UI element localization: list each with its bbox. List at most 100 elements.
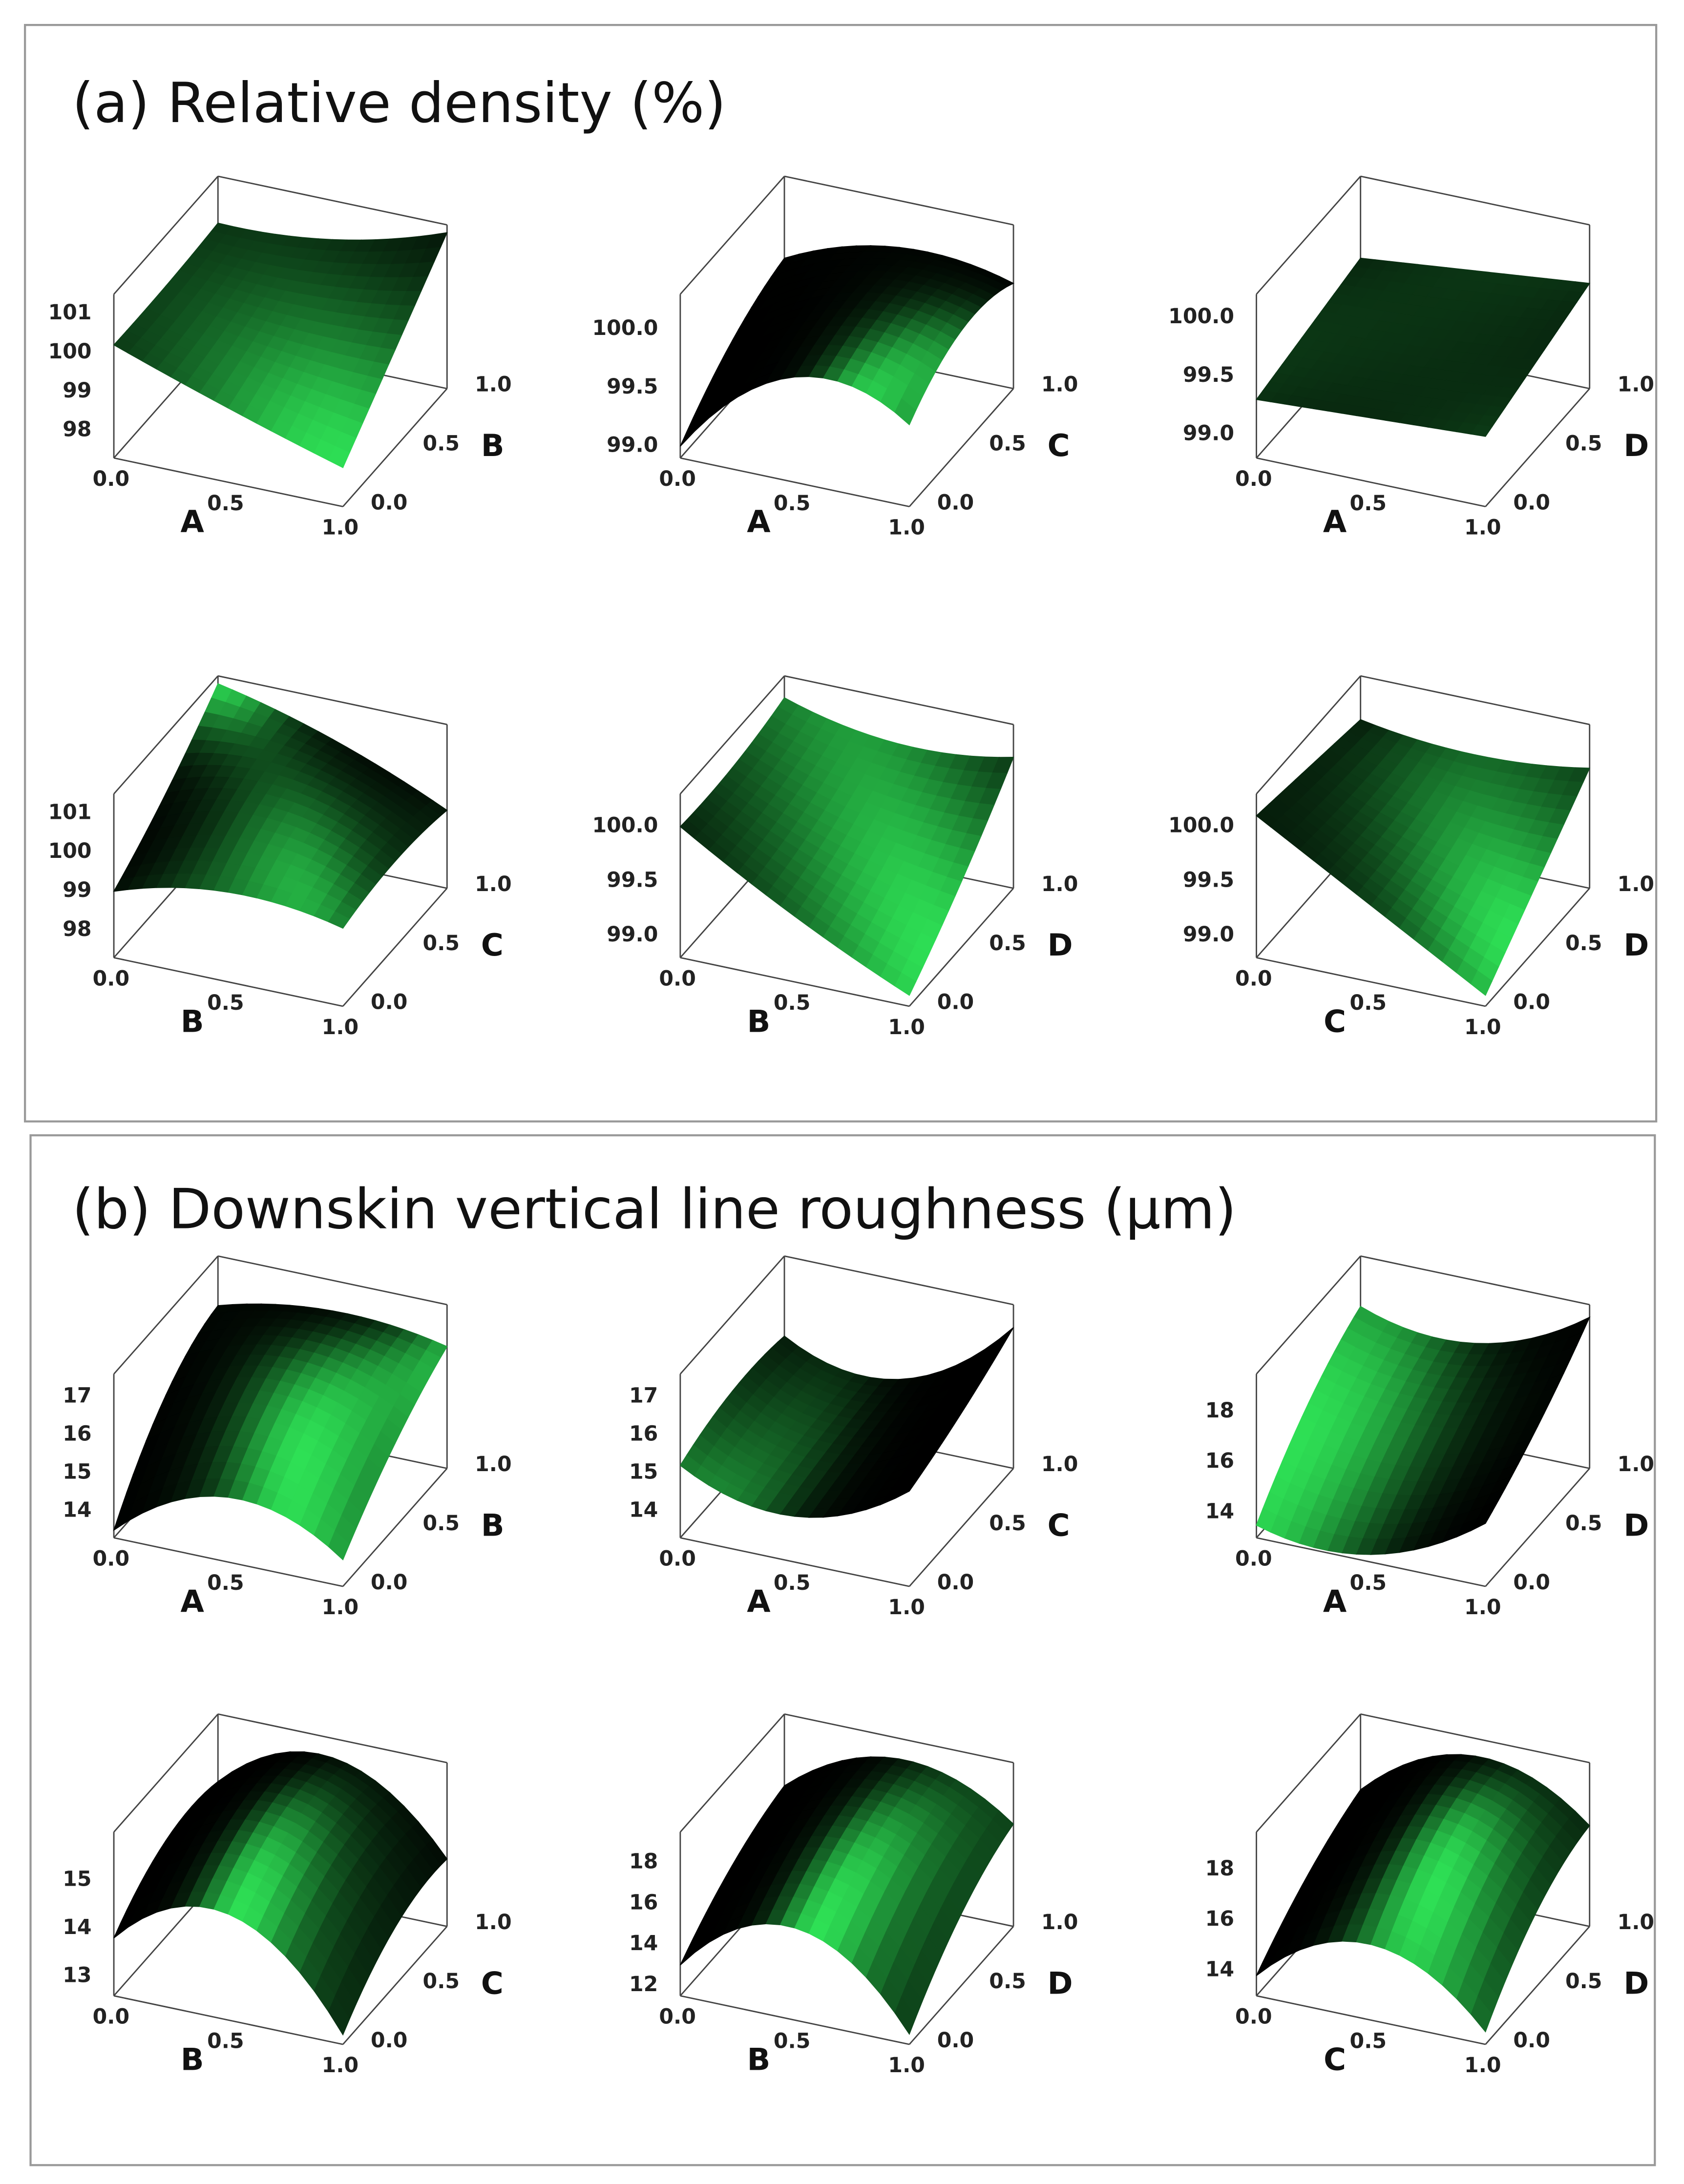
y-tick-label: 1.0 — [1618, 373, 1655, 397]
x-axis-label: A — [747, 1584, 771, 1620]
y-axis-label: D — [1623, 1965, 1649, 2001]
z-tick-label: 99.0 — [607, 922, 658, 947]
x-axis-label: A — [1323, 1584, 1347, 1620]
surface-plot: 0.0 0.5 1.0 0.0 0.5 1.0 99.0 99.5 100.0 B D — [592, 675, 1078, 1040]
y-tick-label: 0.0 — [371, 2028, 408, 2053]
x-tick-label: 0.5 — [774, 2029, 811, 2053]
box-edge — [1256, 1255, 1361, 1375]
y-axis-label: D — [1048, 1965, 1073, 2001]
x-tick-label: 0.5 — [207, 991, 244, 1015]
y-tick-label: 0.0 — [937, 2028, 974, 2053]
z-tick-label: 15 — [63, 1459, 91, 1484]
x-tick-label: 1.0 — [1464, 1015, 1501, 1040]
y-tick-label: 1.0 — [475, 872, 512, 896]
box-edge — [1360, 675, 1590, 726]
surface-plot: 0.0 0.5 1.0 0.0 0.5 1.0 14 15 16 17 A B — [63, 1255, 512, 1620]
z-tick-label: 16 — [1205, 1449, 1234, 1473]
y-tick-label: 0.0 — [371, 490, 408, 515]
surface-facet — [894, 972, 917, 996]
y-tick-label: 0.0 — [371, 1570, 408, 1595]
box-edge — [113, 1537, 343, 1587]
y-axis-label: C — [481, 1965, 504, 2001]
x-axis-label: A — [181, 504, 205, 540]
x-axis-label: B — [747, 2042, 771, 2078]
y-tick-label: 0.5 — [989, 931, 1026, 956]
box-edge — [1360, 1713, 1590, 1764]
x-tick-label: 0.5 — [1350, 491, 1387, 516]
surface-facet — [680, 417, 702, 447]
z-tick-label: 13 — [63, 1963, 91, 1988]
y-tick-label: 0.5 — [423, 1511, 460, 1536]
x-tick-label: 0.5 — [207, 1571, 244, 1595]
x-tick-label: 0.0 — [1235, 966, 1272, 991]
z-tick-label: 100.0 — [592, 316, 658, 340]
y-tick-label: 0.5 — [423, 432, 460, 456]
z-tick-label: 14 — [629, 1498, 658, 1522]
box-edge — [1256, 176, 1361, 295]
box-edge — [680, 1995, 910, 2045]
surface-facet — [1470, 1511, 1493, 1532]
z-tick-label: 98 — [63, 917, 91, 941]
y-tick-label: 0.5 — [989, 432, 1026, 456]
x-tick-label: 1.0 — [888, 516, 925, 540]
y-tick-label: 0.0 — [1513, 1570, 1550, 1595]
surface-plot: 0.0 0.5 1.0 0.0 0.5 1.0 14 15 16 17 A C — [629, 1255, 1078, 1620]
x-tick-label: 0.5 — [774, 991, 811, 1015]
z-tick-label: 99.5 — [1183, 868, 1234, 892]
z-tick-label: 99.0 — [1183, 922, 1234, 947]
y-tick-label: 1.0 — [475, 1452, 512, 1477]
y-axis-label: D — [1623, 927, 1649, 963]
surface-facet — [328, 1996, 350, 2036]
z-tick-label: 100 — [48, 839, 92, 863]
surface-facet — [894, 1481, 916, 1499]
box-edge — [1256, 1713, 1361, 1833]
y-tick-label: 1.0 — [1041, 872, 1078, 896]
x-tick-label: 1.0 — [322, 2053, 359, 2078]
box-edge — [113, 1255, 219, 1375]
z-tick-label: 14 — [1205, 1957, 1234, 1981]
box-edge — [1256, 957, 1486, 1007]
box-edge — [113, 675, 219, 794]
x-tick-label: 0.0 — [93, 966, 130, 991]
z-tick-label: 16 — [63, 1421, 91, 1446]
z-tick-label: 17 — [63, 1383, 91, 1408]
surface-facet — [328, 1530, 350, 1560]
x-tick-label: 1.0 — [1464, 2053, 1501, 2078]
y-tick-label: 0.0 — [1513, 490, 1550, 515]
z-tick-label: 99 — [63, 378, 91, 403]
x-tick-label: 1.0 — [888, 2053, 925, 2078]
box-edge — [1485, 388, 1590, 507]
y-axis-label: D — [1048, 927, 1073, 963]
box-edge — [113, 1995, 343, 2045]
box-edge — [217, 175, 447, 226]
box-edge — [217, 1713, 447, 1764]
z-tick-label: 101 — [48, 300, 92, 325]
surface-plot: 0.0 0.5 1.0 0.0 0.5 1.0 12 14 16 18 B D — [629, 1713, 1078, 2078]
x-tick-label: 1.0 — [322, 1015, 359, 1040]
box-edge — [784, 1713, 1014, 1764]
x-tick-label: 0.0 — [93, 1547, 130, 1571]
z-tick-label: 14 — [63, 1498, 91, 1522]
z-tick-label: 99.0 — [607, 433, 658, 458]
box-edge — [342, 888, 448, 1007]
box-edge — [113, 1713, 219, 1833]
panel-frame — [24, 24, 1658, 1123]
surface-facet — [1471, 970, 1493, 996]
y-tick-label: 1.0 — [1618, 872, 1655, 896]
surface-facet — [328, 446, 350, 468]
box-edge — [784, 675, 1014, 726]
surface-facet — [1470, 424, 1493, 437]
x-axis-label: B — [747, 1003, 771, 1039]
x-tick-label: 0.0 — [659, 2005, 696, 2029]
y-tick-label: 0.0 — [937, 1570, 974, 1595]
x-axis-label: A — [1323, 504, 1347, 540]
y-tick-label: 0.5 — [1565, 1511, 1602, 1536]
surface-plot: 0.0 0.5 1.0 0.0 0.5 1.0 14 16 18 A D — [1205, 1255, 1654, 1620]
box-edge — [217, 1255, 447, 1306]
y-axis-label: B — [481, 428, 505, 463]
z-tick-label: 17 — [629, 1383, 658, 1408]
surface-facet — [894, 1996, 917, 2035]
x-tick-label: 0.5 — [1350, 991, 1387, 1015]
box-edge — [679, 1713, 785, 1833]
box-edge — [680, 1537, 910, 1587]
